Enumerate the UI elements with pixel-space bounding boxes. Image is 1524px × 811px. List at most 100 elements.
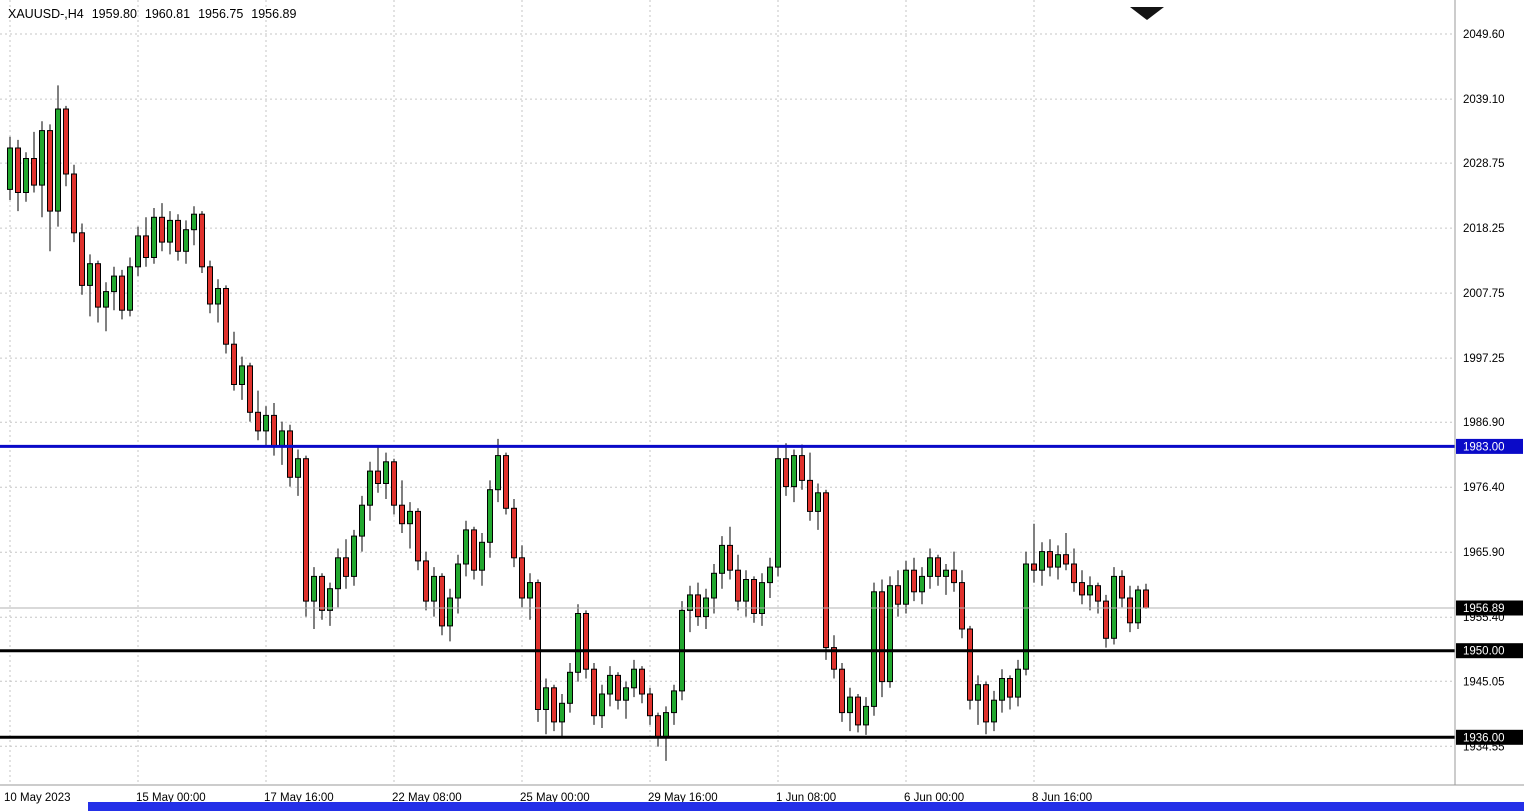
horizontal-scrollbar[interactable] xyxy=(88,802,1524,811)
candle-body xyxy=(375,470,381,485)
candle-body xyxy=(439,575,445,627)
candle-body xyxy=(831,647,837,670)
time-tick-label: 17 May 16:00 xyxy=(264,792,334,804)
candle-body xyxy=(495,455,501,491)
candle-body xyxy=(943,569,949,577)
candle-body xyxy=(463,529,469,565)
candle-body xyxy=(271,414,277,447)
candle-body xyxy=(47,130,53,212)
svg-text:1983.00: 1983.00 xyxy=(1463,441,1505,453)
candle-body xyxy=(799,455,805,481)
candle-body xyxy=(655,715,661,738)
candle-body xyxy=(607,674,613,695)
candle-body xyxy=(351,535,357,577)
candle-body xyxy=(135,235,141,268)
candle-body xyxy=(287,430,293,478)
candle-body xyxy=(95,263,101,308)
candle-body xyxy=(223,288,229,345)
candle-body xyxy=(511,507,517,559)
candle-body xyxy=(23,158,29,193)
candle-body xyxy=(359,504,365,537)
candle-body xyxy=(423,560,429,602)
candle-body xyxy=(663,712,669,738)
ohlc-low-value: 1956.75 xyxy=(198,7,244,21)
candle-body xyxy=(535,582,541,710)
candle-body xyxy=(559,702,565,723)
candle-body xyxy=(695,594,701,618)
candle-body xyxy=(823,492,829,649)
time-tick-label: 15 May 00:00 xyxy=(136,792,206,804)
candle-body xyxy=(7,147,13,190)
candle-body xyxy=(519,557,525,599)
candle-body xyxy=(935,557,941,577)
price-tick-label: 2049.60 xyxy=(1463,29,1505,41)
candle-body xyxy=(295,458,301,478)
chart-header: XAUUSD-,H4 1959.80 1960.81 1956.75 1956.89 xyxy=(8,7,304,21)
candle-body xyxy=(1039,551,1045,571)
candle-body xyxy=(487,489,493,543)
candle-body xyxy=(207,266,213,305)
candle-body xyxy=(143,235,149,258)
price-tick-label: 1986.90 xyxy=(1463,417,1505,429)
candle-body xyxy=(1055,554,1061,568)
candle-body xyxy=(311,575,317,602)
candle-body xyxy=(335,557,341,590)
candle-body xyxy=(1119,575,1125,599)
candle-body xyxy=(231,343,237,386)
candle-body xyxy=(183,229,189,252)
level-price-tag: 1936.00 xyxy=(1456,729,1523,745)
chart-shift-marker-icon[interactable] xyxy=(1130,7,1164,20)
candle-body xyxy=(727,544,733,571)
candle-body xyxy=(175,219,181,252)
candle-body xyxy=(279,430,285,447)
candle-body xyxy=(719,544,725,574)
candle-body xyxy=(855,696,861,726)
time-tick-label: 10 May 2023 xyxy=(4,792,71,804)
candle-body xyxy=(847,696,853,714)
time-tick-label: 29 May 16:00 xyxy=(648,792,718,804)
candle-body xyxy=(895,585,901,605)
candle-body xyxy=(167,219,173,243)
candle-body xyxy=(631,668,637,689)
candle-body xyxy=(991,699,997,723)
candle-body xyxy=(639,668,645,695)
ohlc-open-value: 1959.80 xyxy=(91,7,137,21)
candle-body xyxy=(927,557,933,577)
candle-body xyxy=(759,582,765,614)
candle-body xyxy=(191,213,197,231)
candle-body xyxy=(775,458,781,568)
candle-body xyxy=(319,575,325,611)
price-tick-label: 2028.75 xyxy=(1463,158,1505,170)
candle-body xyxy=(959,582,965,630)
candle-body xyxy=(703,597,709,618)
time-axis-labels: 10 May 2023 15 May 00:00 17 May 16:00 22 Ma… xyxy=(4,792,1092,804)
candle-body xyxy=(615,674,621,701)
candle-body xyxy=(1103,600,1109,639)
candle-body xyxy=(247,365,253,413)
candle-body xyxy=(1071,563,1077,584)
candle-body xyxy=(815,492,821,512)
candle-body xyxy=(951,569,957,584)
candle-body xyxy=(1135,589,1141,624)
candle-body xyxy=(39,130,45,186)
candle-body xyxy=(887,585,893,683)
candle-body xyxy=(975,684,981,701)
price-tick-label: 1997.25 xyxy=(1463,353,1505,365)
candle-body xyxy=(407,510,413,525)
candles-series xyxy=(7,85,1149,761)
grid xyxy=(0,0,1455,785)
candle-body xyxy=(567,671,573,704)
candle-body xyxy=(1087,585,1093,596)
candle-body xyxy=(767,566,773,584)
candle-body xyxy=(479,541,485,571)
price-tick-label: 1976.40 xyxy=(1463,482,1505,494)
symbol-period-label: XAUUSD-,H4 xyxy=(8,7,84,21)
candle-body xyxy=(455,563,461,599)
candle-body xyxy=(1127,597,1133,624)
candle-body xyxy=(903,569,909,605)
candle-body xyxy=(575,613,581,673)
candle-body xyxy=(1031,563,1037,571)
candle-body xyxy=(503,455,509,509)
